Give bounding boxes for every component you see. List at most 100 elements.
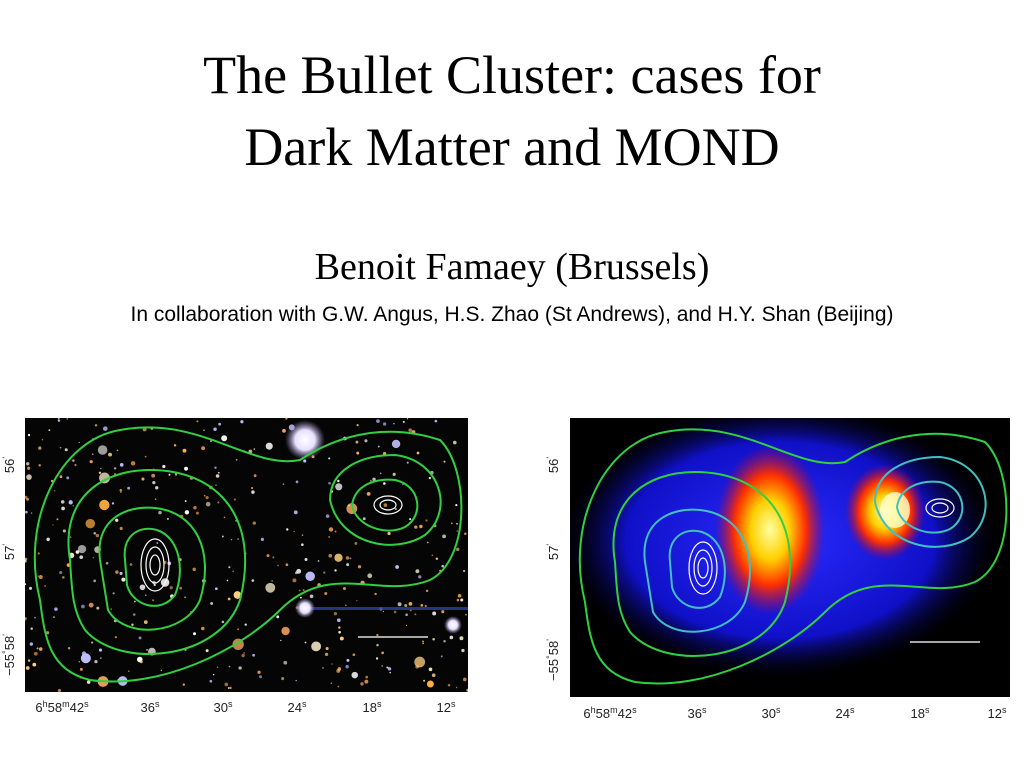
y-axis-label: −55°58' (545, 639, 561, 681)
mass-peak (693, 549, 713, 587)
star (328, 527, 334, 532)
star (392, 472, 396, 476)
mass-peak (140, 538, 170, 592)
star (402, 483, 404, 486)
star (338, 630, 341, 634)
star (356, 599, 358, 602)
star (89, 460, 93, 464)
star (145, 594, 147, 596)
star (369, 479, 372, 482)
star (334, 553, 343, 562)
star (139, 660, 143, 664)
star (339, 636, 344, 641)
label-part: 57 (546, 546, 561, 560)
star (345, 665, 349, 669)
star (212, 673, 215, 676)
star (217, 471, 220, 474)
star (119, 463, 124, 467)
star (364, 679, 369, 684)
star (414, 525, 418, 529)
star (426, 541, 429, 544)
star (68, 500, 73, 505)
star (260, 537, 264, 541)
label-superscript: s (228, 699, 233, 709)
star (132, 613, 136, 616)
star (276, 615, 280, 619)
star (30, 512, 33, 514)
star (406, 461, 409, 464)
star (415, 569, 420, 574)
star (265, 582, 276, 593)
star (362, 517, 366, 521)
star (79, 555, 84, 560)
star (224, 682, 229, 687)
star (325, 646, 329, 651)
star (184, 466, 188, 471)
star (408, 428, 412, 432)
star (381, 651, 385, 655)
star (440, 655, 443, 658)
star (317, 560, 320, 562)
star (66, 418, 68, 420)
star (434, 419, 438, 423)
star (27, 466, 31, 470)
star (98, 648, 103, 652)
x-axis-label: 36s (141, 699, 160, 715)
star (414, 656, 426, 668)
star (67, 646, 71, 650)
star (201, 446, 206, 451)
star (160, 669, 163, 672)
star (92, 557, 94, 559)
star (38, 446, 42, 450)
label-part: −55 (546, 659, 561, 681)
star (174, 473, 178, 476)
star (387, 667, 392, 671)
star (281, 626, 290, 636)
star (336, 669, 341, 673)
star (37, 552, 40, 555)
star (127, 486, 131, 490)
star (374, 592, 377, 596)
star (59, 571, 63, 575)
star (232, 570, 234, 572)
star (281, 677, 285, 681)
star (441, 564, 445, 568)
star (240, 420, 244, 424)
label-part: −55 (2, 654, 17, 676)
star (271, 580, 273, 582)
star (387, 531, 391, 536)
star (77, 544, 87, 554)
star (381, 665, 384, 667)
star (144, 455, 147, 458)
star (168, 473, 171, 476)
star (342, 586, 347, 591)
star (257, 670, 261, 674)
star (41, 439, 44, 441)
star (62, 576, 65, 579)
label-part: 56 (2, 459, 17, 473)
x-axis-label: 18s (363, 699, 382, 715)
star (112, 592, 115, 595)
star (61, 506, 65, 511)
star (460, 598, 464, 602)
label-superscript: s (925, 705, 930, 715)
x-axis-label: 12s (437, 699, 456, 715)
star (457, 593, 462, 598)
bright-star (285, 420, 325, 460)
star (141, 477, 145, 481)
y-axis-label: 56' (1, 457, 17, 473)
star (229, 686, 232, 690)
star (96, 606, 100, 610)
star (33, 651, 38, 656)
label-part: 57 (2, 546, 17, 560)
star (74, 463, 77, 467)
star (27, 433, 31, 437)
streak (300, 607, 468, 610)
star (203, 429, 205, 432)
star (352, 653, 356, 657)
star (393, 422, 395, 425)
star (34, 616, 36, 619)
label-part: 58 (2, 636, 17, 650)
star (221, 535, 224, 538)
star (277, 564, 279, 567)
